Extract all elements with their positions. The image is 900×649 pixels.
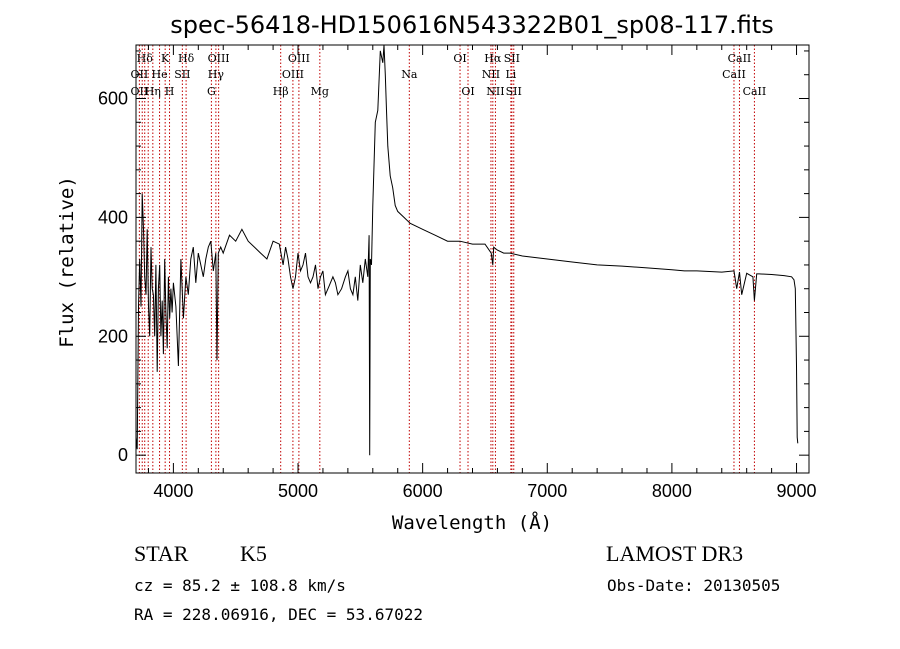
- redshift-text: cz = 85.2 ± 108.8 km/s: [134, 576, 346, 595]
- line-id-label: K: [161, 52, 170, 65]
- line-id-label: Na: [401, 68, 418, 81]
- x-tick-label: 5000: [278, 481, 318, 501]
- line-id-label: SII: [504, 52, 520, 65]
- line-id-label: Hδ: [178, 52, 195, 65]
- y-axis-label: Flux (relative): [56, 176, 78, 348]
- y-axis: 0 200 400 600: [98, 50, 809, 465]
- x-tick-label: 9000: [777, 481, 817, 501]
- line-id-label: Hβ: [273, 85, 289, 98]
- line-id-label: OI: [461, 85, 474, 98]
- line-id-label: SII: [174, 68, 190, 81]
- x-tick-label: 7000: [527, 481, 567, 501]
- line-id-label: Hγ: [208, 68, 225, 81]
- line-id-label: Hδ: [137, 52, 154, 65]
- line-id-label: CaII: [722, 68, 746, 81]
- object-class: STAR: [134, 541, 189, 566]
- line-id-label: NII: [482, 68, 500, 81]
- line-id-label: CaII: [743, 85, 767, 98]
- line-id-label: NII: [486, 85, 504, 98]
- line-id-label: OII: [131, 85, 149, 98]
- x-axis-label: Wavelength (Å): [392, 511, 552, 534]
- line-id-label: OIII: [282, 68, 304, 81]
- y-tick-label: 400: [98, 207, 128, 227]
- survey-name: LAMOST DR3: [606, 541, 744, 566]
- x-tick-label: 6000: [403, 481, 443, 501]
- spectrum-line: [135, 44, 799, 456]
- line-id-label: G: [207, 85, 216, 98]
- x-tick-label: 4000: [153, 481, 193, 501]
- x-axis: 4000 5000 6000 7000 8000 9000: [147, 45, 817, 501]
- y-tick-label: 0: [118, 445, 128, 465]
- object-subclass: K5: [240, 541, 267, 566]
- y-tick-label: 600: [98, 89, 128, 109]
- line-id-label: SII: [506, 85, 522, 98]
- line-id-label: CaII: [728, 52, 752, 65]
- line-id-label: OI: [453, 52, 466, 65]
- chart-title: spec-56418-HD150616N543322B01_sp08-117.f…: [170, 11, 774, 39]
- plot-frame: [135, 44, 810, 474]
- line-id-label: OIII: [288, 52, 310, 65]
- observation-date: Obs-Date: 20130505: [607, 576, 781, 595]
- x-tick-label: 8000: [652, 481, 692, 501]
- line-id-label: Hη: [145, 85, 161, 98]
- coordinates-text: RA = 228.06916, DEC = 53.67022: [134, 605, 423, 624]
- line-id-label: OIII: [208, 52, 230, 65]
- line-id-label: Mg: [311, 85, 329, 98]
- line-id-label: Hα: [484, 52, 502, 65]
- line-id-label: H: [165, 85, 175, 98]
- line-id-label: Li: [505, 68, 516, 81]
- line-id-label: He: [152, 68, 168, 81]
- y-tick-label: 200: [98, 326, 128, 346]
- line-markers: [138, 45, 755, 473]
